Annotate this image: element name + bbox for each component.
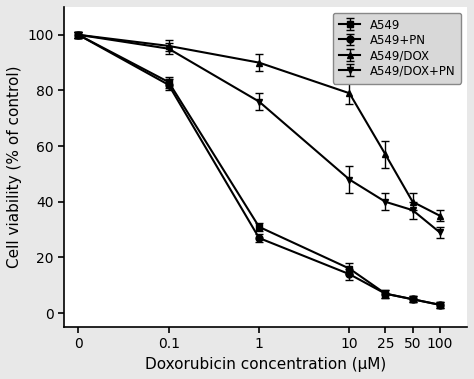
Legend: A549, A549+PN, A549/DOX, A549/DOX+PN: A549, A549+PN, A549/DOX, A549/DOX+PN — [333, 13, 461, 84]
Y-axis label: Cell viability (% of control): Cell viability (% of control) — [7, 66, 22, 268]
X-axis label: Doxorubicin concentration (μM): Doxorubicin concentration (μM) — [145, 357, 386, 372]
